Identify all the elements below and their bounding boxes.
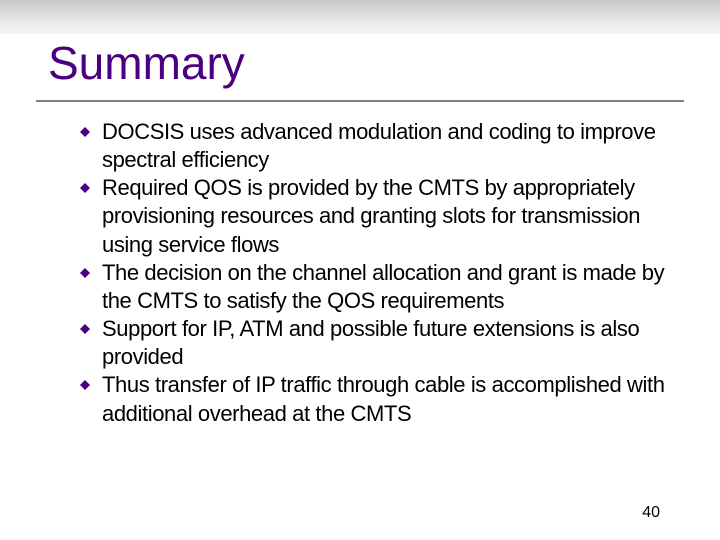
- bullet-text: Support for IP, ATM and possible future …: [102, 315, 674, 371]
- list-item: Support for IP, ATM and possible future …: [80, 315, 674, 371]
- bullet-text: Thus transfer of IP traffic through cabl…: [102, 371, 674, 427]
- header-band: [0, 0, 720, 34]
- list-item: DOCSIS uses advanced modulation and codi…: [80, 118, 674, 174]
- title-underline: [36, 100, 684, 102]
- bullet-list: DOCSIS uses advanced modulation and codi…: [80, 118, 674, 428]
- bullet-text: Required QOS is provided by the CMTS by …: [102, 174, 674, 258]
- slide-title: Summary: [48, 36, 245, 90]
- diamond-bullet-icon: [80, 324, 90, 334]
- diamond-bullet-icon: [80, 268, 90, 278]
- list-item: Thus transfer of IP traffic through cabl…: [80, 371, 674, 427]
- page-number: 40: [642, 504, 660, 522]
- list-item: The decision on the channel allocation a…: [80, 259, 674, 315]
- diamond-bullet-icon: [80, 183, 90, 193]
- diamond-bullet-icon: [80, 127, 90, 137]
- list-item: Required QOS is provided by the CMTS by …: [80, 174, 674, 258]
- bullet-text: DOCSIS uses advanced modulation and codi…: [102, 118, 674, 174]
- diamond-bullet-icon: [80, 380, 90, 390]
- bullet-text: The decision on the channel allocation a…: [102, 259, 674, 315]
